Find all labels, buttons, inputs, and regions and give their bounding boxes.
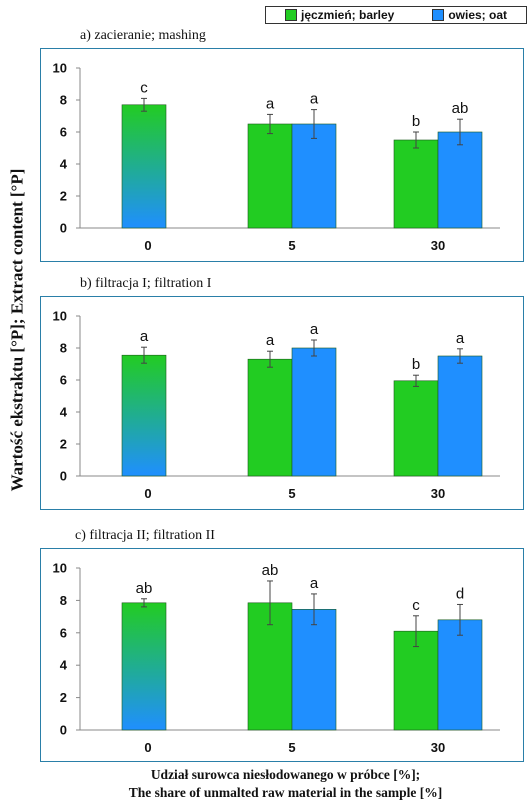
significance-letter: ab bbox=[136, 580, 153, 597]
x-tick-label: 5 bbox=[288, 238, 295, 253]
bar-barley bbox=[393, 630, 439, 731]
y-tick-label: 0 bbox=[60, 469, 67, 484]
bar-oat bbox=[291, 347, 337, 477]
panel-b-plot: 0 2 4 6 8 10 0 5 30 a a a b a bbox=[53, 309, 500, 501]
y-tick-label: 0 bbox=[60, 723, 67, 738]
x-tick-label: 0 bbox=[144, 238, 151, 253]
bar-control bbox=[121, 354, 167, 477]
x-axis-title-line1: Udział surowca niesłodowanego w próbce [… bbox=[150, 767, 421, 782]
y-tick-label: 2 bbox=[60, 690, 67, 705]
y-tick-label: 2 bbox=[60, 437, 67, 452]
x-axis-title-line2: The share of unmalted raw material in th… bbox=[128, 785, 443, 800]
legend-label-barley: jęczmień; barley bbox=[300, 8, 395, 22]
y-tick-label: 4 bbox=[60, 658, 68, 673]
panel-b-frame bbox=[40, 296, 524, 510]
x-tick-label: 0 bbox=[144, 740, 151, 755]
panel-a-frame bbox=[40, 48, 524, 262]
bar-barley bbox=[247, 358, 293, 477]
y-tick-label: 6 bbox=[60, 125, 67, 140]
significance-letter: b bbox=[412, 356, 420, 373]
y-tick-label: 8 bbox=[60, 341, 67, 356]
significance-letter: d bbox=[456, 585, 464, 602]
panel-c-title: c) filtracja II; filtration II bbox=[75, 528, 215, 543]
panel-c-plot: 0 2 4 6 8 10 0 5 30 ab ab a c d bbox=[53, 561, 500, 755]
x-tick-label: 5 bbox=[288, 486, 295, 501]
bar-control bbox=[121, 104, 167, 229]
x-tick-label: 30 bbox=[431, 486, 445, 501]
bar-barley bbox=[393, 380, 439, 477]
bar-oat bbox=[437, 619, 483, 731]
y-tick-label: 2 bbox=[60, 189, 67, 204]
y-tick-label: 6 bbox=[60, 373, 67, 388]
bar-barley bbox=[393, 139, 439, 229]
x-tick-label: 5 bbox=[288, 740, 295, 755]
significance-letter: ab bbox=[452, 100, 469, 117]
y-tick-label: 4 bbox=[60, 405, 68, 420]
y-tick-label: 4 bbox=[60, 157, 68, 172]
panel-c-frame bbox=[40, 548, 524, 762]
legend-item-barley: jęczmień; barley bbox=[284, 8, 395, 22]
y-tick-label: 10 bbox=[53, 561, 67, 576]
legend-item-oat: owies; oat bbox=[432, 8, 507, 22]
y-tick-label: 0 bbox=[60, 221, 67, 236]
y-tick-label: 6 bbox=[60, 625, 67, 640]
significance-letter: b bbox=[412, 113, 420, 130]
bar-oat bbox=[291, 123, 337, 229]
legend-label-oat: owies; oat bbox=[448, 8, 508, 22]
significance-letter: c bbox=[412, 597, 420, 614]
panel-b-title: b) filtracja I; filtration I bbox=[80, 276, 212, 291]
y-tick-label: 10 bbox=[53, 309, 67, 324]
bar-oat bbox=[437, 355, 483, 477]
bar-oat bbox=[291, 609, 337, 731]
significance-letter: a bbox=[310, 321, 319, 338]
significance-letter: a bbox=[266, 332, 275, 349]
y-tick-label: 8 bbox=[60, 93, 67, 108]
significance-letter: a bbox=[310, 91, 319, 108]
bar-barley bbox=[247, 123, 293, 229]
significance-letter: a bbox=[456, 330, 465, 347]
bar-oat bbox=[437, 131, 483, 229]
y-tick-label: 10 bbox=[53, 61, 67, 76]
significance-letter: c bbox=[140, 79, 148, 96]
bar-control bbox=[121, 602, 167, 731]
significance-letter: a bbox=[266, 95, 275, 112]
legend-swatch-oat bbox=[432, 9, 445, 21]
legend-swatch-barley bbox=[284, 9, 297, 21]
legend: jęczmień; barley owies; oat bbox=[265, 6, 527, 24]
significance-letter: ab bbox=[262, 562, 279, 579]
panel-a-title: a) zacieranie; mashing bbox=[80, 28, 206, 43]
x-axis-title: Udział surowca niesłodowanego w próbce [… bbox=[40, 766, 531, 802]
x-tick-label: 0 bbox=[144, 486, 151, 501]
x-tick-label: 30 bbox=[431, 740, 445, 755]
x-tick-label: 30 bbox=[431, 238, 445, 253]
y-tick-label: 8 bbox=[60, 593, 67, 608]
significance-letter: a bbox=[310, 575, 319, 592]
significance-letter: a bbox=[140, 328, 149, 345]
